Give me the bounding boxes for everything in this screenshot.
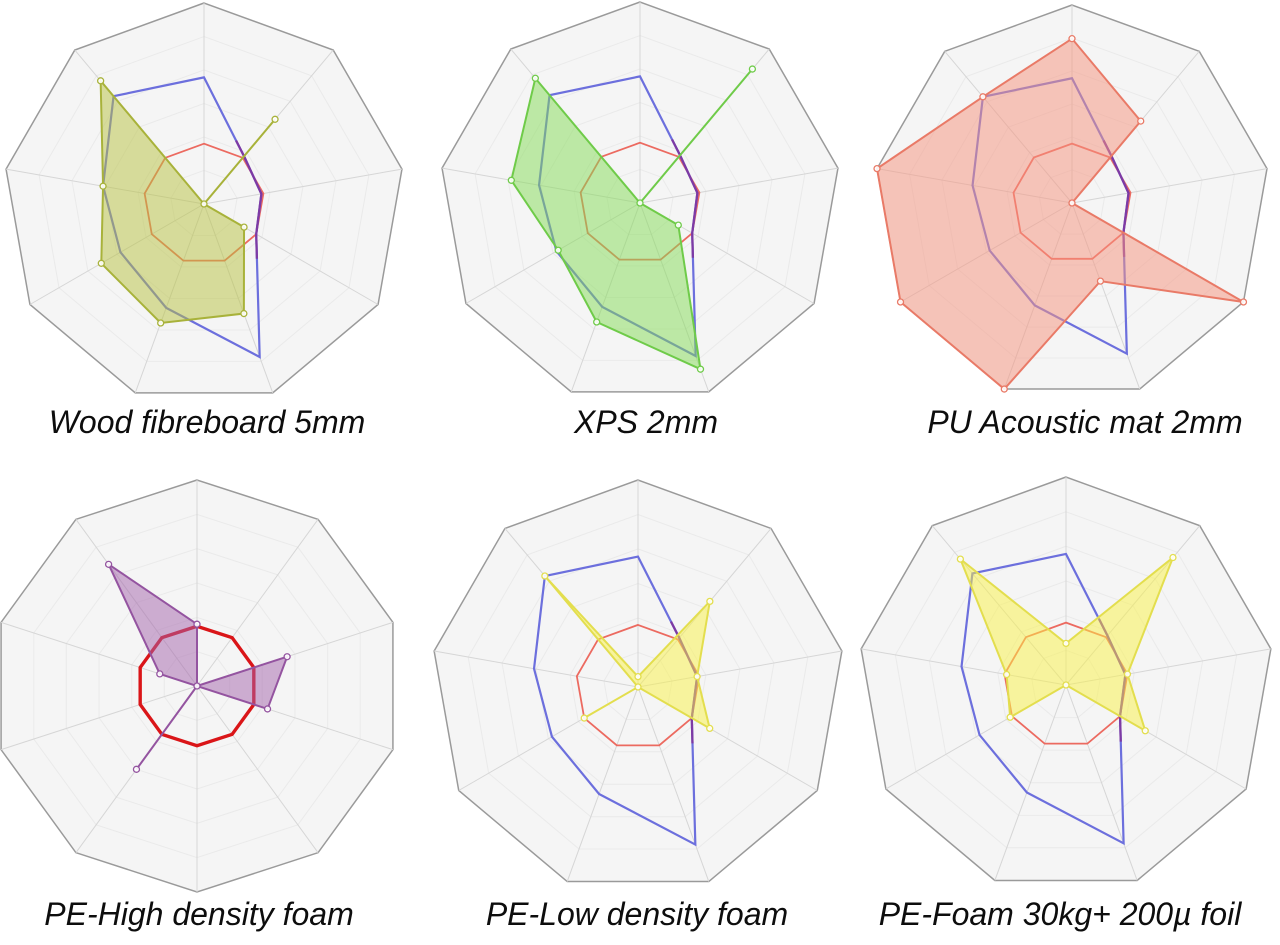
radar-ring <box>963 580 1169 784</box>
radar-ring <box>894 511 1238 849</box>
radar-svg <box>441 1 839 393</box>
data-point-marker <box>896 298 905 306</box>
data-point-marker <box>748 65 757 73</box>
series-pu-acoustic-mat-line <box>875 37 1244 391</box>
chart-title-pe-low-density: PE-Low density foam <box>485 896 789 932</box>
radar-spoke <box>1065 684 1138 881</box>
radar-spoke <box>196 519 319 687</box>
data-point-marker <box>263 705 272 713</box>
data-point-marker <box>240 309 248 318</box>
chart-title-pu-acoustic-mat: PU Acoustic mat 2mm <box>927 404 1243 440</box>
data-point-marker <box>132 765 141 773</box>
radar-svg <box>433 479 843 883</box>
radar-chart-wood-fibreboard <box>0 0 424 424</box>
data-point-marker <box>674 221 682 229</box>
data-point-marker <box>271 115 279 123</box>
data-point-marker <box>99 182 107 190</box>
radar-svg <box>0 479 394 893</box>
series-baseline-line <box>138 624 256 748</box>
data-point-marker <box>97 259 105 267</box>
radar-chart-pe-foam-foil <box>846 465 1280 905</box>
data-point-marker <box>1062 681 1070 689</box>
data-point-marker <box>200 200 208 208</box>
radar-ring <box>474 35 806 361</box>
series-overlap-line <box>235 139 263 259</box>
data-point-marker <box>283 653 291 661</box>
data-point-marker <box>193 620 201 628</box>
radar-ring <box>928 545 1204 816</box>
data-point-marker <box>580 714 588 722</box>
data-point-marker <box>706 724 714 733</box>
data-point-marker <box>636 199 644 207</box>
data-point-marker <box>96 77 105 85</box>
chart-title-xps: XPS 2mm <box>573 404 719 440</box>
data-point-marker <box>956 555 965 563</box>
radar-spoke <box>637 686 710 882</box>
chart-title-pe-foam-foil: PE-Foam 30kg+ 200µ foil <box>878 896 1242 932</box>
radar-chart-xps <box>420 0 860 423</box>
radar-spoke <box>1071 168 1268 204</box>
data-point-marker <box>1141 727 1149 735</box>
data-point-marker <box>706 597 714 606</box>
data-point-marker <box>1062 639 1070 648</box>
radar-ring <box>38 36 370 362</box>
radar-svg <box>860 476 1272 882</box>
data-point-marker <box>634 683 642 691</box>
radar-spoke <box>0 685 198 751</box>
data-point-marker <box>1068 35 1076 43</box>
data-point-marker <box>104 560 113 568</box>
data-point-marker <box>593 318 601 326</box>
data-point-marker <box>507 176 515 184</box>
radar-spoke <box>196 685 319 853</box>
data-point-marker <box>696 365 705 373</box>
data-point-marker <box>541 572 549 580</box>
data-point-marker <box>1002 670 1011 679</box>
data-point-marker <box>693 672 701 681</box>
data-point-marker <box>1169 553 1177 562</box>
radar-chart-pu-acoustic-mat <box>852 0 1280 423</box>
chart-title-wood-fibreboard: Wood fibreboard 5mm <box>48 404 366 440</box>
data-point-marker <box>1123 670 1132 678</box>
data-point-marker <box>531 74 539 82</box>
data-point-marker <box>157 319 165 327</box>
radar-svg <box>5 2 403 394</box>
data-point-marker <box>1006 713 1014 721</box>
data-point-marker <box>979 93 987 101</box>
radar-chart-pe-high-density <box>0 466 417 906</box>
radar-spoke <box>639 167 839 204</box>
chart-title-pe-high-density: PE-High density foam <box>44 896 354 932</box>
radar-ring <box>71 69 337 331</box>
data-point-marker <box>554 246 562 254</box>
series-pe-high-density-foam-line <box>106 561 289 770</box>
radar-ring <box>501 548 775 818</box>
radar-ring <box>909 37 1235 359</box>
radar-spoke <box>994 684 1067 881</box>
radar-ring <box>535 582 741 785</box>
data-point-marker <box>1239 298 1248 306</box>
radar-chart-pe-low-density <box>418 467 858 907</box>
radar-spoke <box>434 650 639 688</box>
data-point-marker <box>156 670 164 678</box>
radar-ring <box>467 514 809 850</box>
data-point-marker <box>240 223 248 231</box>
radar-spoke <box>566 686 639 882</box>
data-point-marker <box>873 164 881 173</box>
series-wood-fibreboard-line <box>99 77 276 325</box>
data-point-marker <box>1000 385 1008 393</box>
data-point-marker <box>634 672 642 681</box>
data-point-marker <box>1068 199 1076 207</box>
data-point-marker <box>193 682 201 690</box>
radar-spoke <box>203 168 403 205</box>
series-overlap-line <box>671 138 699 258</box>
data-point-marker <box>1096 277 1105 285</box>
data-point-marker <box>1137 117 1145 125</box>
radar-svg <box>873 4 1268 393</box>
series-xps-line <box>510 68 754 371</box>
